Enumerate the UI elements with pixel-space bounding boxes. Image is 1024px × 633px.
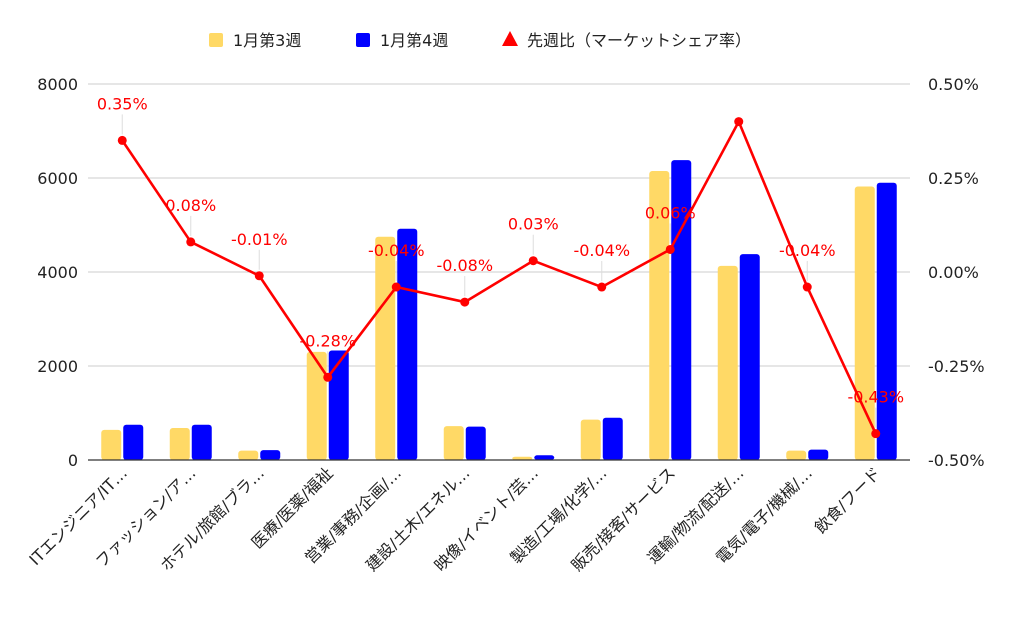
- data-labels: 0.35%0.08%-0.01%-0.28%-0.04%-0.08%0.03%-…: [97, 94, 904, 428]
- right-axis-ticks: -0.50% -0.25% 0.00% 0.25% 0.50%: [928, 75, 985, 470]
- share-data-label: -0.04%: [779, 241, 836, 260]
- left-tick-label: 0: [68, 451, 78, 470]
- bar-week4[interactable]: [260, 450, 281, 460]
- bar-week4[interactable]: [876, 182, 897, 460]
- bar-week4[interactable]: [191, 424, 212, 460]
- bar-week3[interactable]: [854, 186, 875, 460]
- bar-week4[interactable]: [602, 417, 623, 460]
- bar-week4[interactable]: [739, 254, 760, 460]
- bar-week4[interactable]: [397, 228, 418, 460]
- share-point[interactable]: [665, 244, 675, 254]
- bar-week4[interactable]: [534, 455, 555, 460]
- gridlines: [88, 83, 910, 367]
- bar-week3[interactable]: [101, 429, 122, 460]
- share-line-path: [121, 120, 877, 435]
- share-point[interactable]: [460, 297, 470, 307]
- share-data-label: 0.06%: [645, 203, 696, 222]
- left-axis-ticks: 0 2000 4000 6000 8000: [37, 75, 78, 470]
- right-tick-label: 0.00%: [928, 263, 979, 282]
- share-data-label: -0.01%: [231, 230, 288, 249]
- bar-week3[interactable]: [512, 456, 533, 460]
- legend-label: 先週比（マーケットシェア率）: [527, 31, 751, 50]
- share-data-label: -0.04%: [573, 241, 630, 260]
- share-line: [117, 117, 881, 439]
- share-data-label: 0.35%: [97, 94, 148, 113]
- share-data-label: 0.03%: [508, 215, 559, 234]
- legend-triangle-icon: [502, 31, 518, 46]
- share-point[interactable]: [802, 282, 812, 292]
- legend-item[interactable]: 先週比（マーケットシェア率）: [502, 31, 751, 50]
- bar-week4[interactable]: [808, 449, 829, 460]
- bars: [101, 160, 897, 460]
- legend-label: 1月第3週: [233, 31, 301, 50]
- bar-week4[interactable]: [465, 426, 486, 460]
- share-data-label: -0.08%: [436, 256, 493, 275]
- left-tick-label: 6000: [37, 169, 78, 188]
- left-tick-label: 2000: [37, 357, 78, 376]
- left-tick-label: 4000: [37, 263, 78, 282]
- category-labels: ITエンジニア/IT…ファッション/ア…ホテル/旅館/ブラ…医療/医薬/福祉営業…: [25, 463, 884, 575]
- bar-week3[interactable]: [238, 450, 259, 460]
- share-point[interactable]: [734, 117, 744, 127]
- legend-swatch: [209, 33, 223, 47]
- bar-week3[interactable]: [786, 450, 807, 460]
- share-data-label: 0.08%: [165, 196, 216, 215]
- share-data-label: -0.43%: [847, 388, 904, 407]
- left-tick-label: 8000: [37, 75, 78, 94]
- right-tick-label: 0.50%: [928, 75, 979, 94]
- bar-week3[interactable]: [375, 236, 396, 460]
- legend-item[interactable]: 1月第4週: [356, 31, 448, 50]
- share-point[interactable]: [391, 282, 401, 292]
- share-point[interactable]: [117, 135, 127, 145]
- share-point[interactable]: [871, 429, 881, 439]
- share-point[interactable]: [597, 282, 607, 292]
- legend-label: 1月第4週: [380, 31, 448, 50]
- bar-week4[interactable]: [123, 424, 144, 460]
- legend-swatch: [356, 33, 370, 47]
- category-label: 飲食/フード: [811, 463, 885, 537]
- legend-item[interactable]: 1月第3週: [209, 31, 301, 50]
- bar-week3[interactable]: [649, 170, 670, 460]
- legend[interactable]: 1月第3週 1月第4週 先週比（マーケットシェア率）: [209, 31, 751, 50]
- bar-week3[interactable]: [306, 351, 327, 460]
- right-tick-label: -0.50%: [928, 451, 985, 470]
- share-point[interactable]: [254, 271, 264, 281]
- bar-week3[interactable]: [580, 419, 601, 460]
- bar-week3[interactable]: [443, 426, 464, 460]
- bar-week4[interactable]: [328, 350, 349, 460]
- share-point[interactable]: [323, 372, 333, 382]
- right-tick-label: 0.25%: [928, 169, 979, 188]
- bar-week4[interactable]: [671, 160, 692, 460]
- share-data-label: -0.28%: [299, 331, 356, 350]
- bar-week3[interactable]: [169, 428, 190, 460]
- right-tick-label: -0.25%: [928, 357, 985, 376]
- share-point[interactable]: [186, 237, 196, 247]
- bar-week3[interactable]: [717, 265, 738, 460]
- share-point[interactable]: [528, 256, 538, 266]
- share-data-label: -0.04%: [368, 241, 425, 260]
